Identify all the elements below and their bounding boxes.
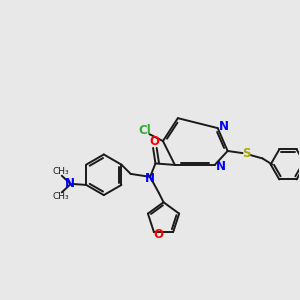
Text: N: N <box>219 120 229 133</box>
Text: Cl: Cl <box>139 124 152 137</box>
Text: CH₃: CH₃ <box>53 167 70 176</box>
Text: O: O <box>150 135 160 148</box>
Text: N: N <box>216 160 226 173</box>
Text: N: N <box>145 172 155 185</box>
Text: CH₃: CH₃ <box>53 192 70 201</box>
Text: O: O <box>153 229 163 242</box>
Text: N: N <box>65 177 75 190</box>
Text: S: S <box>242 148 250 160</box>
